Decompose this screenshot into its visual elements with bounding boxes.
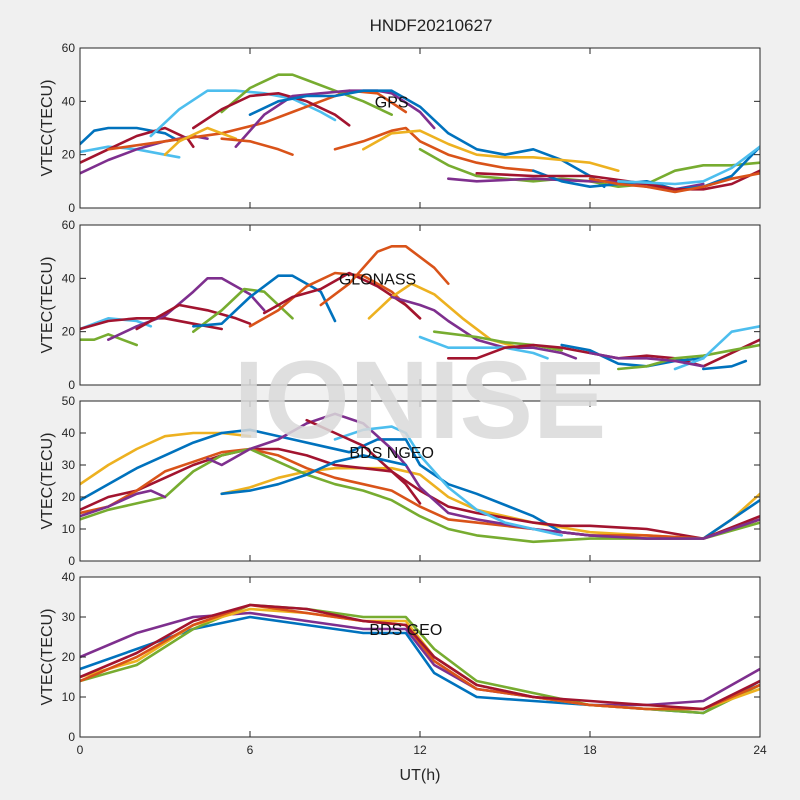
series-line: [80, 332, 138, 347]
y-axis-label: VTEC(TECU): [39, 80, 56, 177]
watermark: IONISE: [234, 339, 607, 462]
subplot-gps: 0 20 40 60 VTEC(TECU) GPS: [39, 41, 761, 215]
y-tick-label: 40: [62, 94, 76, 108]
series-line: [390, 295, 578, 360]
x-tick-label: 12: [413, 743, 427, 757]
series-line: [163, 126, 238, 156]
y-tick-label: 60: [62, 41, 76, 55]
y-tick-label: 0: [68, 378, 75, 392]
series-line: [560, 343, 705, 368]
series-group: [80, 245, 760, 371]
series-group: [80, 73, 760, 194]
series-line: [333, 126, 535, 172]
y-axis-label: VTEC(TECU): [39, 609, 56, 706]
series-line: [80, 603, 760, 711]
series-line: [80, 447, 760, 540]
series-line: [475, 169, 760, 191]
panel-label: GPS: [375, 94, 409, 111]
x-tick-label: 0: [77, 743, 84, 757]
series-line: [361, 129, 620, 172]
series-line: [248, 271, 422, 328]
chart-title: HNDF20210627: [370, 16, 493, 35]
y-tick-label: 20: [62, 490, 76, 504]
y-tick-label: 20: [62, 148, 76, 162]
series-line: [220, 454, 408, 496]
y-tick-label: 60: [62, 218, 76, 232]
y-tick-label: 0: [68, 730, 75, 744]
series-line: [80, 447, 760, 544]
subplot-bds-geo: 0 6 12 18 24 0 10 20 30 40 VTEC(TECU) BDS GEO: [39, 570, 767, 757]
series-line: [80, 126, 195, 164]
x-tick-label: 6: [247, 743, 254, 757]
series-line: [80, 603, 760, 711]
panel-label: BDS GEO: [369, 622, 442, 639]
y-tick-label: 20: [62, 325, 76, 339]
series-line: [616, 343, 760, 371]
series-line: [107, 276, 266, 342]
series-line: [333, 425, 564, 537]
y-tick-label: 0: [68, 554, 75, 568]
y-tick-label: 40: [62, 271, 76, 285]
series-line: [80, 489, 167, 518]
y-tick-label: 50: [62, 394, 76, 408]
x-axis-label: UT(h): [400, 767, 441, 784]
series-line: [616, 145, 760, 186]
series-line: [149, 89, 337, 138]
y-tick-label: 0: [68, 201, 75, 215]
subplot-bds-ngeo: 0 10 20 30 40 50 VTEC(TECU) BDS NGEO: [39, 394, 761, 568]
series-group: [80, 412, 760, 544]
series-line: [192, 274, 337, 328]
y-tick-label: 30: [62, 610, 76, 624]
series-line: [234, 89, 436, 148]
y-tick-label: 30: [62, 458, 76, 472]
y-tick-label: 10: [62, 690, 76, 704]
y-tick-label: 20: [62, 650, 76, 664]
series-line: [80, 126, 181, 146]
series-line: [192, 92, 351, 130]
y-tick-label: 40: [62, 570, 76, 584]
y-axis-label: VTEC(TECU): [39, 433, 56, 530]
series-line: [319, 245, 450, 307]
series-line: [135, 303, 252, 331]
y-axis-label: VTEC(TECU): [39, 257, 56, 354]
axes-background: [80, 577, 760, 737]
subplot-glonass: 0 20 40 60 VTEC(TECU) GLONASS: [39, 218, 761, 392]
series-line: [248, 89, 606, 188]
series-line: [262, 271, 422, 320]
y-tick-label: 10: [62, 522, 76, 536]
series-line: [220, 137, 294, 156]
panel-label: BDS NGEO: [349, 445, 433, 462]
series-line: [192, 287, 294, 334]
series-line: [701, 359, 748, 371]
series-line: [588, 172, 760, 194]
series-line: [220, 73, 394, 116]
panel-label: GLONASS: [339, 271, 416, 288]
y-tick-label: 40: [62, 426, 76, 440]
series-line: [588, 351, 705, 368]
x-tick-label: 24: [753, 743, 767, 757]
series-line: [531, 145, 760, 191]
series-line: [418, 335, 549, 360]
series-group: [80, 603, 760, 715]
x-tick-label: 18: [583, 743, 597, 757]
